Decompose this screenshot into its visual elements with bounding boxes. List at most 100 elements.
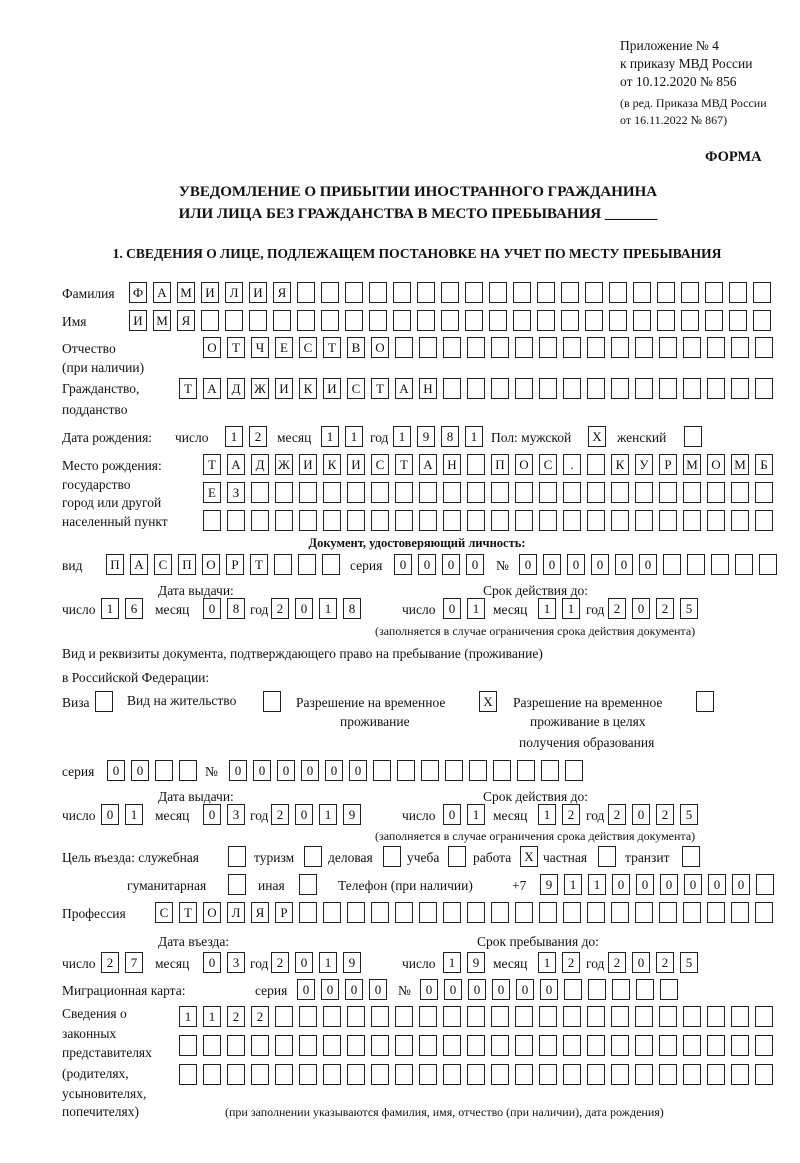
char-cell[interactable] — [274, 554, 292, 575]
char-cell[interactable]: 0 — [229, 760, 247, 781]
char-cell[interactable] — [443, 482, 461, 503]
char-cell[interactable] — [731, 902, 749, 923]
char-cell[interactable] — [395, 902, 413, 923]
char-cell[interactable] — [635, 510, 653, 531]
char-cell[interactable] — [297, 310, 315, 331]
char-cell[interactable]: 5 — [680, 598, 698, 619]
char-cell[interactable] — [735, 554, 753, 575]
char-cell[interactable]: 0 — [203, 598, 221, 619]
char-cell[interactable] — [203, 1035, 221, 1056]
char-cell[interactable]: Я — [273, 282, 291, 303]
char-cell[interactable]: 0 — [632, 598, 650, 619]
char-cell[interactable]: Т — [203, 454, 221, 475]
char-cell[interactable] — [445, 760, 463, 781]
char-cell[interactable]: 1 — [319, 598, 337, 619]
char-cell[interactable]: У — [635, 454, 653, 475]
char-cell[interactable] — [323, 1006, 341, 1027]
char-cell[interactable] — [683, 510, 701, 531]
char-cell[interactable]: 8 — [343, 598, 361, 619]
char-cell[interactable] — [491, 510, 509, 531]
char-cell[interactable]: 9 — [467, 952, 485, 973]
char-cell[interactable] — [397, 760, 415, 781]
char-cell[interactable] — [587, 1006, 605, 1027]
char-cell[interactable]: 0 — [444, 979, 462, 1000]
char-cell[interactable]: Ч — [251, 337, 269, 358]
char-cell[interactable]: 0 — [107, 760, 125, 781]
char-cell[interactable] — [322, 554, 340, 575]
char-cell[interactable] — [491, 482, 509, 503]
char-cell[interactable] — [491, 337, 509, 358]
char-cell[interactable] — [587, 378, 605, 399]
char-cell[interactable] — [493, 760, 511, 781]
char-cell[interactable] — [753, 310, 771, 331]
char-cell[interactable] — [491, 1064, 509, 1085]
char-cell[interactable]: Р — [275, 902, 293, 923]
char-cell[interactable]: А — [419, 454, 437, 475]
char-cell[interactable] — [515, 378, 533, 399]
char-cell[interactable]: X — [479, 691, 497, 712]
char-cell[interactable] — [347, 902, 365, 923]
char-cell[interactable] — [755, 378, 773, 399]
char-cell[interactable] — [729, 310, 747, 331]
char-cell[interactable] — [419, 482, 437, 503]
char-cell[interactable]: Б — [755, 454, 773, 475]
char-cell[interactable] — [663, 554, 681, 575]
char-cell[interactable]: Ж — [251, 378, 269, 399]
char-cell[interactable] — [683, 902, 701, 923]
char-cell[interactable] — [347, 510, 365, 531]
char-cell[interactable]: С — [155, 902, 173, 923]
char-cell[interactable]: 0 — [612, 874, 630, 895]
char-cell[interactable] — [467, 1064, 485, 1085]
char-cell[interactable] — [467, 337, 485, 358]
char-cell[interactable] — [565, 760, 583, 781]
char-cell[interactable] — [515, 902, 533, 923]
char-cell[interactable]: А — [395, 378, 413, 399]
char-cell[interactable] — [371, 1006, 389, 1027]
char-cell[interactable] — [696, 691, 714, 712]
char-cell[interactable]: Е — [275, 337, 293, 358]
char-cell[interactable] — [731, 337, 749, 358]
char-cell[interactable]: 1 — [562, 598, 580, 619]
char-cell[interactable] — [275, 1006, 293, 1027]
char-cell[interactable] — [393, 310, 411, 331]
char-cell[interactable]: Т — [395, 454, 413, 475]
char-cell[interactable]: 3 — [227, 804, 245, 825]
char-cell[interactable]: В — [347, 337, 365, 358]
char-cell[interactable]: Я — [251, 902, 269, 923]
char-cell[interactable] — [467, 1035, 485, 1056]
char-cell[interactable] — [612, 979, 630, 1000]
char-cell[interactable]: 1 — [179, 1006, 197, 1027]
char-cell[interactable]: 1 — [588, 874, 606, 895]
char-cell[interactable]: 1 — [345, 426, 363, 447]
char-cell[interactable] — [563, 482, 581, 503]
char-cell[interactable] — [635, 1064, 653, 1085]
char-cell[interactable] — [515, 337, 533, 358]
char-cell[interactable]: А — [153, 282, 171, 303]
char-cell[interactable]: 0 — [708, 874, 726, 895]
char-cell[interactable]: 5 — [680, 804, 698, 825]
char-cell[interactable] — [95, 691, 113, 712]
char-cell[interactable] — [731, 378, 749, 399]
char-cell[interactable] — [515, 482, 533, 503]
char-cell[interactable]: Н — [419, 378, 437, 399]
char-cell[interactable]: 0 — [394, 554, 412, 575]
char-cell[interactable] — [731, 482, 749, 503]
char-cell[interactable] — [299, 874, 317, 895]
char-cell[interactable] — [491, 902, 509, 923]
char-cell[interactable]: 0 — [321, 979, 339, 1000]
char-cell[interactable]: 2 — [608, 598, 626, 619]
char-cell[interactable] — [275, 510, 293, 531]
char-cell[interactable] — [345, 282, 363, 303]
char-cell[interactable]: Т — [371, 378, 389, 399]
char-cell[interactable]: 0 — [632, 804, 650, 825]
char-cell[interactable]: 0 — [297, 979, 315, 1000]
char-cell[interactable] — [251, 1064, 269, 1085]
char-cell[interactable] — [659, 1035, 677, 1056]
char-cell[interactable] — [395, 482, 413, 503]
char-cell[interactable]: 2 — [249, 426, 267, 447]
char-cell[interactable] — [513, 310, 531, 331]
char-cell[interactable] — [539, 1006, 557, 1027]
char-cell[interactable]: 1 — [538, 952, 556, 973]
char-cell[interactable] — [611, 378, 629, 399]
char-cell[interactable]: Т — [179, 378, 197, 399]
